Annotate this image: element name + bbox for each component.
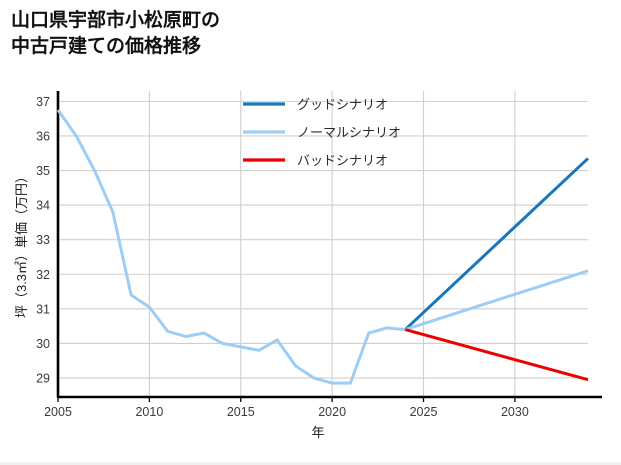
y-tick-label: 34 bbox=[36, 199, 50, 213]
axis-titles: 年 坪（3.3㎡）単価（万円） bbox=[14, 170, 325, 440]
y-tick-label: 32 bbox=[36, 268, 50, 282]
series-line bbox=[404, 157, 590, 331]
data-series bbox=[56, 109, 590, 385]
y-tick-label: 33 bbox=[36, 233, 50, 247]
series-line bbox=[56, 109, 589, 385]
x-axis-title: 年 bbox=[311, 425, 324, 440]
series-line bbox=[404, 328, 589, 382]
x-tick-label: 2010 bbox=[135, 405, 163, 419]
x-tick-label: 2020 bbox=[318, 405, 346, 419]
y-tick-label: 37 bbox=[36, 95, 50, 109]
x-axis-tick-labels: 2005 2010 2015 2020 2025 2030 bbox=[44, 397, 529, 419]
y-tick-label: 35 bbox=[36, 164, 50, 178]
axis-lines bbox=[56, 91, 602, 399]
x-tick-label: 2030 bbox=[501, 405, 529, 419]
y-tick-label: 36 bbox=[36, 129, 50, 143]
legend-label: バッドシナリオ bbox=[297, 153, 388, 168]
x-tick-label: 2025 bbox=[410, 405, 438, 419]
legend-label: グッドシナリオ bbox=[297, 97, 388, 112]
x-tick-label: 2015 bbox=[227, 405, 255, 419]
y-tick-label: 29 bbox=[36, 371, 50, 385]
y-axis-tick-labels: 29 30 31 32 33 34 35 36 37 bbox=[36, 95, 50, 386]
y-tick-label: 30 bbox=[36, 337, 50, 351]
y-tick-label: 31 bbox=[36, 302, 50, 316]
chart-title: 山口県宇部市小松原町の 中古戸建ての価格推移 bbox=[11, 10, 221, 57]
y-axis-title: 坪（3.3㎡）単価（万円） bbox=[14, 170, 29, 318]
bottom-divider bbox=[0, 462, 621, 465]
legend-label: ノーマルシナリオ bbox=[297, 125, 401, 140]
x-tick-label: 2005 bbox=[44, 405, 72, 419]
